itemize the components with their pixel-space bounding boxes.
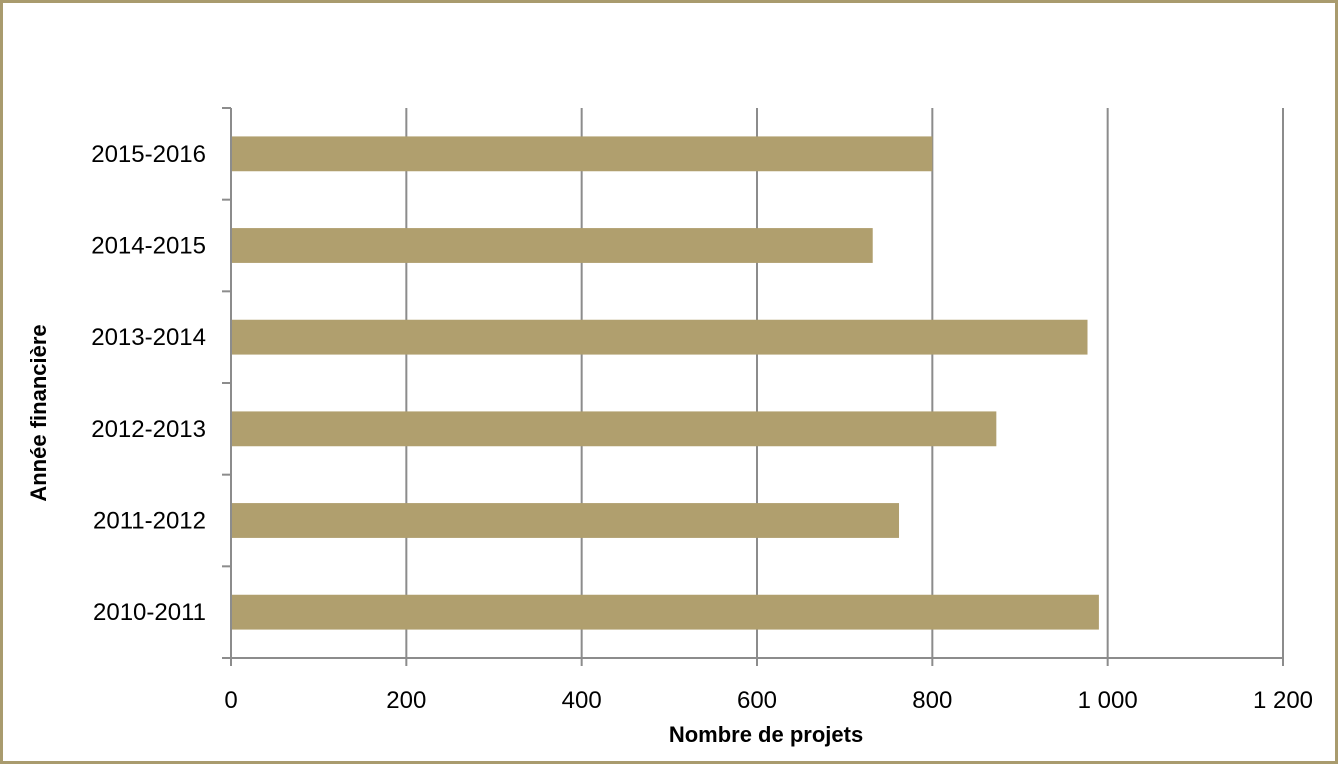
axes	[222, 107, 1284, 666]
bar-2013-2014	[231, 319, 1088, 355]
x-tick-label: 400	[562, 687, 602, 714]
y-tick-label: 2013-2014	[91, 324, 206, 351]
bar-2015-2016	[231, 136, 933, 172]
bar-2012-2013	[231, 411, 997, 447]
bar-2011-2012	[231, 503, 900, 538]
x-tick-label: 800	[912, 687, 952, 714]
bar-2014-2015	[231, 228, 873, 263]
y-tick-label: 2011-2012	[93, 508, 206, 535]
x-tick-label: 1 000	[1078, 687, 1138, 714]
x-tick-label: 200	[386, 687, 426, 714]
y-tick-label: 2014-2015	[91, 233, 206, 260]
y-tick-label: 2015-2016	[91, 141, 206, 168]
x-tick-label: 1 200	[1253, 687, 1313, 714]
grid-lines	[405, 108, 1284, 658]
bar-2010-2011	[231, 594, 1099, 630]
x-axis-title: Nombre de projets	[669, 722, 863, 747]
x-tick-label: 600	[737, 687, 777, 714]
x-tick-label: 0	[224, 687, 237, 714]
y-tick-label: 2010-2011	[93, 599, 206, 626]
bars	[231, 136, 1099, 630]
y-axis-title: Année financière	[26, 324, 51, 501]
y-tick-label: 2012-2013	[91, 416, 206, 443]
tick-labels: 0 200 400 600 800 1 000 1 200 2015-2016 2014-201…	[91, 141, 1313, 714]
